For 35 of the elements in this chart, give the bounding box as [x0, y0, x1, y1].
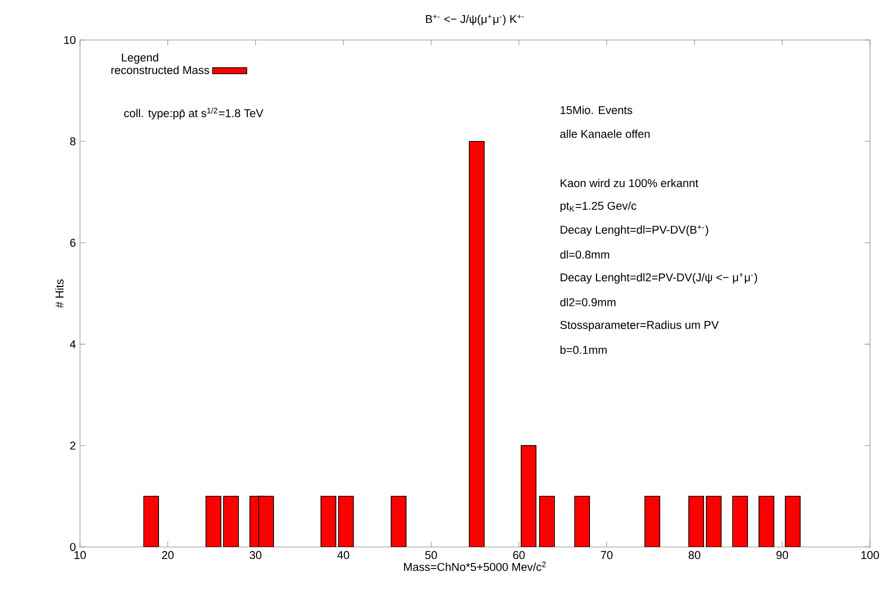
x-tick-label: 90 [776, 551, 788, 560]
x-axis-title: Mass=ChNo*5+5000 Mev/c$^{2}$ [404, 562, 546, 571]
annotation: b=0.1mm [560, 346, 607, 354]
chart-title: B$^{+-}$ <− J/ψ(μ$^{+}$μ$^{-}$) K$^{+-}$ [426, 14, 524, 26]
annotation: coll. type:pp̄ at s$^{1/2}$=1.8 TeV [124, 108, 264, 120]
annotation: 15Mio. Events [560, 106, 632, 114]
bar [143, 496, 159, 547]
annotation: Decay Lenght=dl=PV-DV(B$^{+-}$) [560, 225, 708, 236]
y-tick-label: 0 [70, 542, 76, 551]
x-tick-label: 60 [513, 551, 525, 560]
annotation: Decay Lenght=dl2=PV-DV(J/ψ <− μ$^{+}$μ$^{-}$) [560, 272, 758, 284]
bar [520, 445, 536, 547]
y-tick-label: 6 [70, 238, 76, 247]
x-tick-label: 100 [861, 551, 879, 560]
x-tick-label: 80 [688, 551, 700, 560]
x-tick-label: 50 [425, 551, 437, 560]
annotation: Stossparameter=Radius um PV [560, 320, 719, 332]
y-tick-label: 8 [70, 137, 76, 146]
annotation: dl=0.8mm [560, 250, 610, 259]
bar [732, 496, 748, 547]
y-tick-label: 4 [70, 340, 76, 348]
legend-label: reconstructed Mass [111, 66, 210, 74]
bar [574, 496, 590, 547]
y-tick-label: 10 [64, 36, 76, 44]
annotation: dl2=0.9mm [560, 298, 616, 306]
annotation: Kaon wird zu 100% erkannt [560, 178, 698, 188]
x-tick-label: 70 [600, 551, 613, 560]
x-tick-label: 20 [162, 551, 174, 560]
x-tick-label: 30 [250, 551, 262, 560]
annotation: alle Kanaele offen [560, 130, 650, 138]
y-axis-title: # Hits [55, 279, 64, 308]
legend-title: Legend [122, 53, 158, 64]
y-tick-label: 2 [70, 442, 76, 450]
annotation: pt$_{K}$=1.25 Gev/c [560, 202, 636, 212]
x-tick-label: 40 [337, 551, 350, 560]
